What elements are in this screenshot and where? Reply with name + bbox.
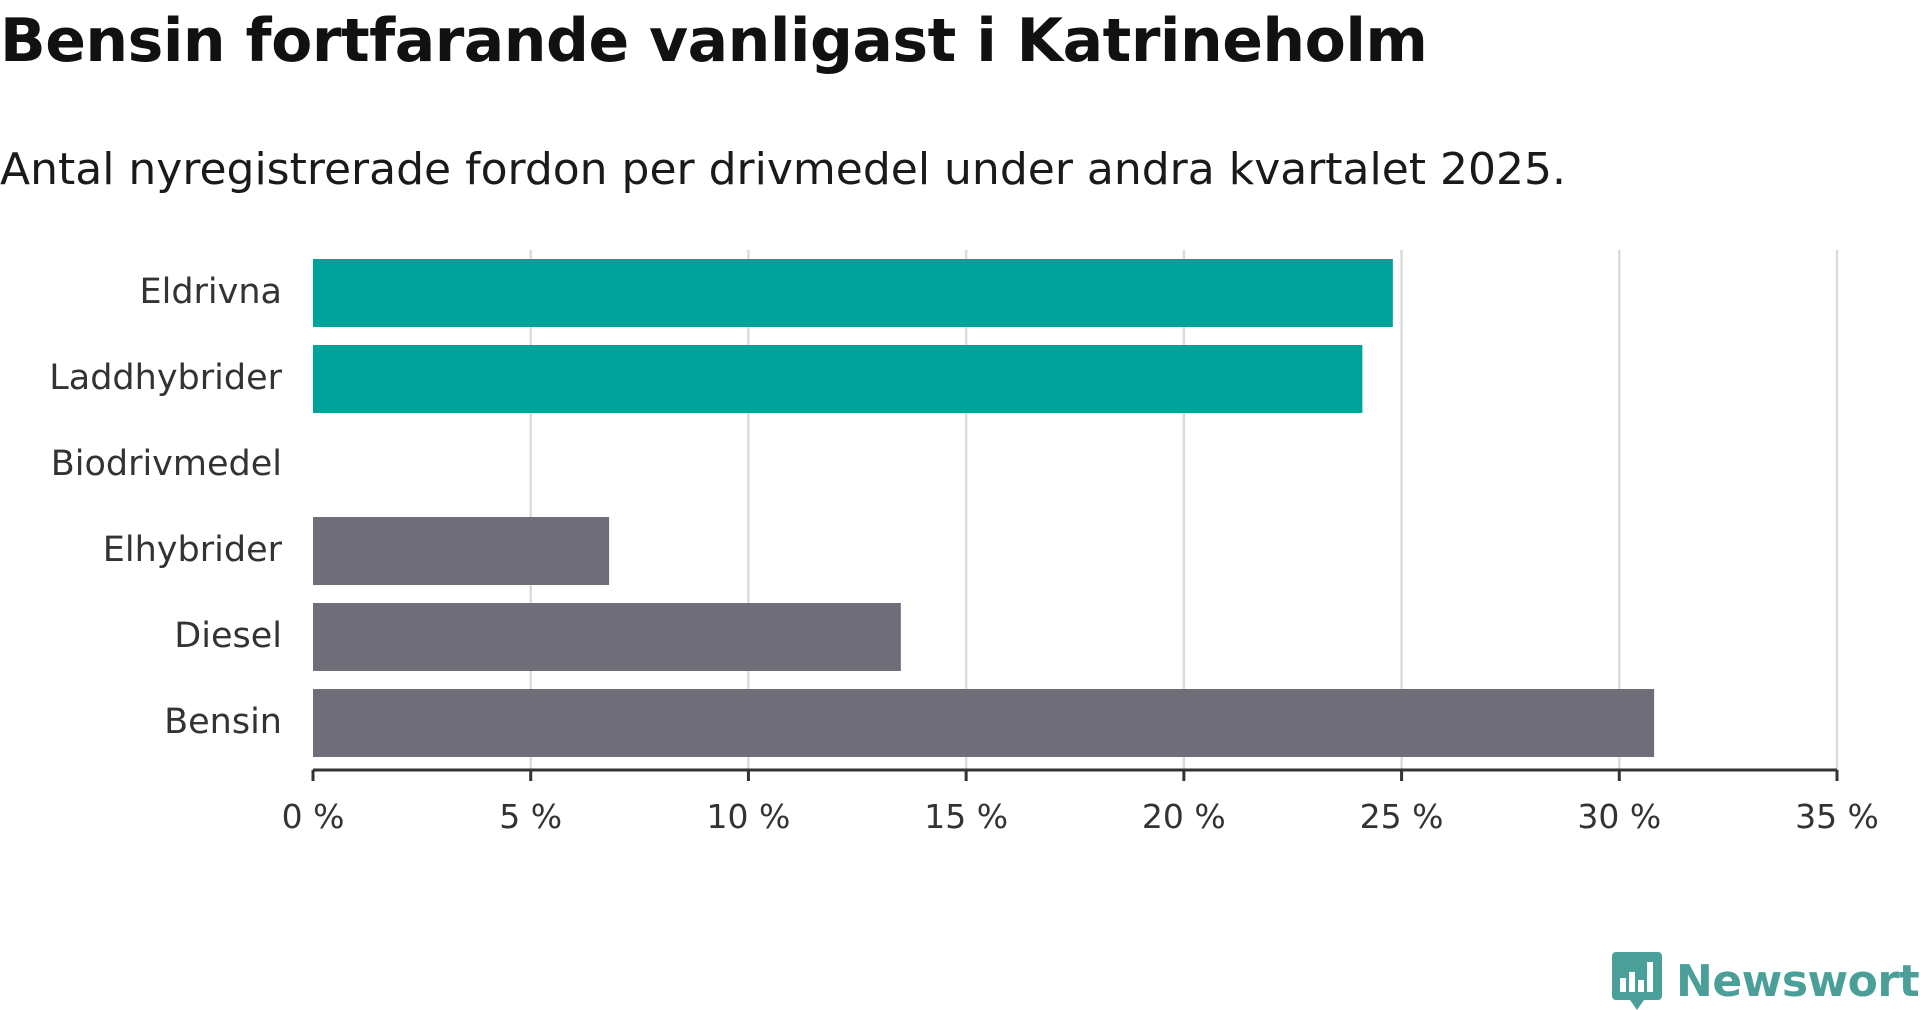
x-tick-label: 30 % xyxy=(1577,797,1661,836)
category-label: Elhybrider xyxy=(103,530,283,570)
newsworthy-logo: Newsworthy xyxy=(1612,952,1920,1010)
x-tick-label: 5 % xyxy=(499,797,562,836)
bar xyxy=(313,259,1393,327)
category-label: Bensin xyxy=(164,702,282,742)
x-tick-label: 0 % xyxy=(282,797,345,836)
x-tick-label: 25 % xyxy=(1360,797,1444,836)
chart-title: Bensin fortfarande vanligast i Katrineho… xyxy=(0,6,1428,76)
category-label: Laddhybrider xyxy=(49,358,282,398)
category-label: Eldrivna xyxy=(139,272,282,312)
x-tick-label: 20 % xyxy=(1142,797,1226,836)
bar xyxy=(313,603,901,671)
bar xyxy=(313,517,610,585)
chart-subtitle: Antal nyregistrerade fordon per drivmede… xyxy=(0,144,1566,195)
bar-chart-speech-bubble-icon xyxy=(1612,952,1662,1010)
x-tick-label: 10 % xyxy=(707,797,791,836)
category-label: Biodrivmedel xyxy=(51,444,282,484)
logo-text: Newsworthy xyxy=(1676,955,1920,1007)
bar xyxy=(313,345,1363,413)
category-label: Diesel xyxy=(174,616,282,656)
bars xyxy=(313,259,1655,757)
x-tick-label: 35 % xyxy=(1795,797,1879,836)
category-labels: Eldrivna Laddhybrider Biodrivmedel Elhybrid… xyxy=(49,272,282,742)
x-axis: 0 % 5 % 10 % 15 % 20 % 25 % 30 % 35 % xyxy=(282,768,1879,836)
bar xyxy=(313,689,1655,757)
gridlines xyxy=(529,250,1839,770)
x-tick-label: 15 % xyxy=(924,797,1008,836)
